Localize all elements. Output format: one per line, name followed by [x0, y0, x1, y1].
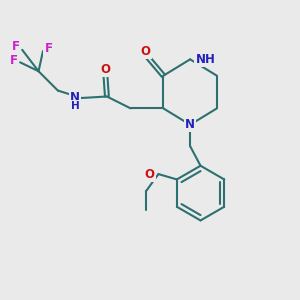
Text: O: O: [100, 63, 110, 76]
Text: N: N: [70, 92, 80, 104]
Text: F: F: [44, 42, 52, 55]
Text: F: F: [10, 54, 18, 67]
Text: H: H: [71, 101, 80, 111]
Text: NH: NH: [196, 53, 215, 66]
Text: O: O: [145, 168, 155, 181]
Text: N: N: [185, 118, 195, 131]
Text: F: F: [12, 40, 20, 53]
Text: O: O: [140, 44, 151, 58]
